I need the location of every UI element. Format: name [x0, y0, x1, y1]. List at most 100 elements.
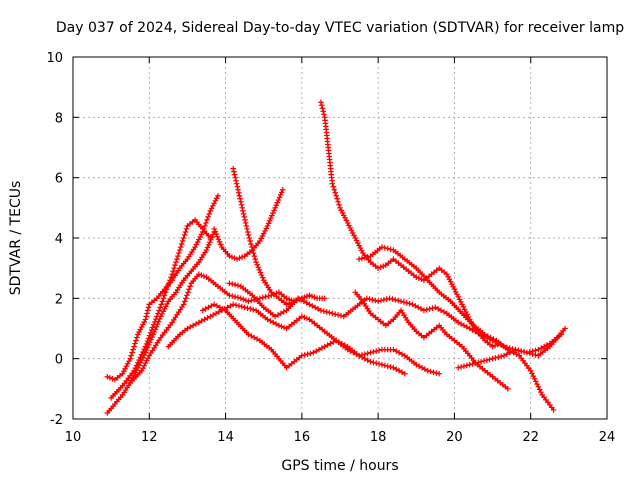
data-point — [432, 304, 439, 311]
data-point — [251, 253, 258, 259]
data-point — [344, 346, 351, 353]
data-point — [266, 217, 273, 224]
data-point — [375, 298, 381, 305]
series-pass-13 — [455, 325, 568, 371]
data-point — [384, 363, 391, 370]
data-point — [202, 306, 209, 312]
data-point — [171, 265, 177, 271]
data-point — [306, 301, 313, 308]
y-tick-label: 6 — [55, 172, 63, 187]
data-point — [175, 253, 181, 259]
data-point — [418, 306, 424, 312]
data-point — [461, 322, 467, 329]
data-point — [241, 214, 248, 220]
data-point — [147, 330, 154, 336]
data-point — [208, 303, 215, 309]
data-point — [154, 313, 160, 320]
data-point — [498, 353, 504, 360]
data-point — [329, 310, 336, 317]
data-point — [286, 300, 292, 307]
data-point — [229, 254, 235, 260]
data-point — [201, 316, 208, 323]
data-point — [244, 226, 250, 232]
data-point — [159, 298, 166, 305]
data-point — [258, 272, 265, 278]
data-point — [148, 327, 155, 333]
data-point — [202, 223, 208, 229]
data-point — [466, 361, 473, 368]
data-point — [276, 194, 283, 201]
data-point — [304, 315, 310, 322]
data-point — [145, 304, 152, 311]
data-point — [458, 364, 464, 370]
data-point — [535, 384, 542, 390]
data-point — [241, 304, 248, 311]
data-point — [196, 319, 202, 326]
data-point — [132, 340, 138, 347]
data-point — [356, 352, 362, 359]
data-point — [231, 255, 238, 261]
data-point — [366, 296, 373, 302]
data-point — [361, 254, 368, 261]
x-tick-label: 24 — [599, 430, 616, 445]
data-point — [216, 309, 222, 315]
data-point — [550, 407, 557, 413]
data-point — [304, 351, 311, 357]
data-point — [213, 310, 219, 317]
data-point — [133, 337, 139, 344]
data-point — [264, 316, 271, 323]
data-point — [264, 223, 271, 229]
data-point — [128, 352, 134, 359]
data-point — [172, 262, 178, 268]
series-pass-4 — [127, 271, 328, 386]
x-axis-label: GPS time / hours — [281, 458, 398, 474]
data-point — [335, 312, 341, 318]
data-point — [180, 301, 187, 308]
data-point — [316, 346, 322, 353]
series-line — [213, 189, 284, 260]
data-point — [416, 275, 422, 282]
data-point — [229, 293, 236, 299]
data-point — [242, 217, 248, 223]
data-point — [311, 294, 318, 301]
data-point — [501, 352, 507, 359]
grid — [73, 57, 607, 419]
data-point — [321, 295, 328, 302]
data-point — [381, 297, 387, 303]
data-point — [217, 304, 223, 311]
data-point — [538, 389, 544, 395]
data-point — [318, 99, 324, 106]
y-tick-label: 8 — [55, 111, 63, 126]
data-point — [424, 367, 431, 374]
data-point — [107, 374, 113, 381]
data-point — [243, 223, 250, 229]
data-point — [323, 309, 330, 315]
data-point — [353, 351, 360, 357]
data-point — [227, 303, 234, 309]
data-point — [562, 325, 568, 332]
data-point — [485, 333, 491, 339]
data-point — [168, 274, 174, 281]
series-line — [167, 303, 406, 375]
data-point — [275, 312, 281, 318]
data-point — [301, 294, 308, 301]
x-tick-label: 12 — [141, 430, 158, 445]
data-point — [386, 295, 393, 302]
data-point — [248, 297, 255, 304]
data-point — [150, 321, 157, 328]
data-point — [238, 199, 244, 205]
data-point — [336, 202, 342, 208]
data-point — [199, 307, 206, 314]
data-point — [232, 294, 238, 300]
data-point — [513, 351, 520, 357]
data-point — [193, 321, 199, 327]
data-point — [458, 321, 464, 327]
data-point — [298, 297, 304, 303]
data-point — [267, 318, 274, 324]
data-point — [299, 352, 305, 359]
data-point — [429, 305, 436, 311]
data-point — [378, 297, 384, 304]
data-point — [254, 261, 260, 268]
data-point — [505, 346, 511, 353]
data-point — [441, 309, 447, 315]
